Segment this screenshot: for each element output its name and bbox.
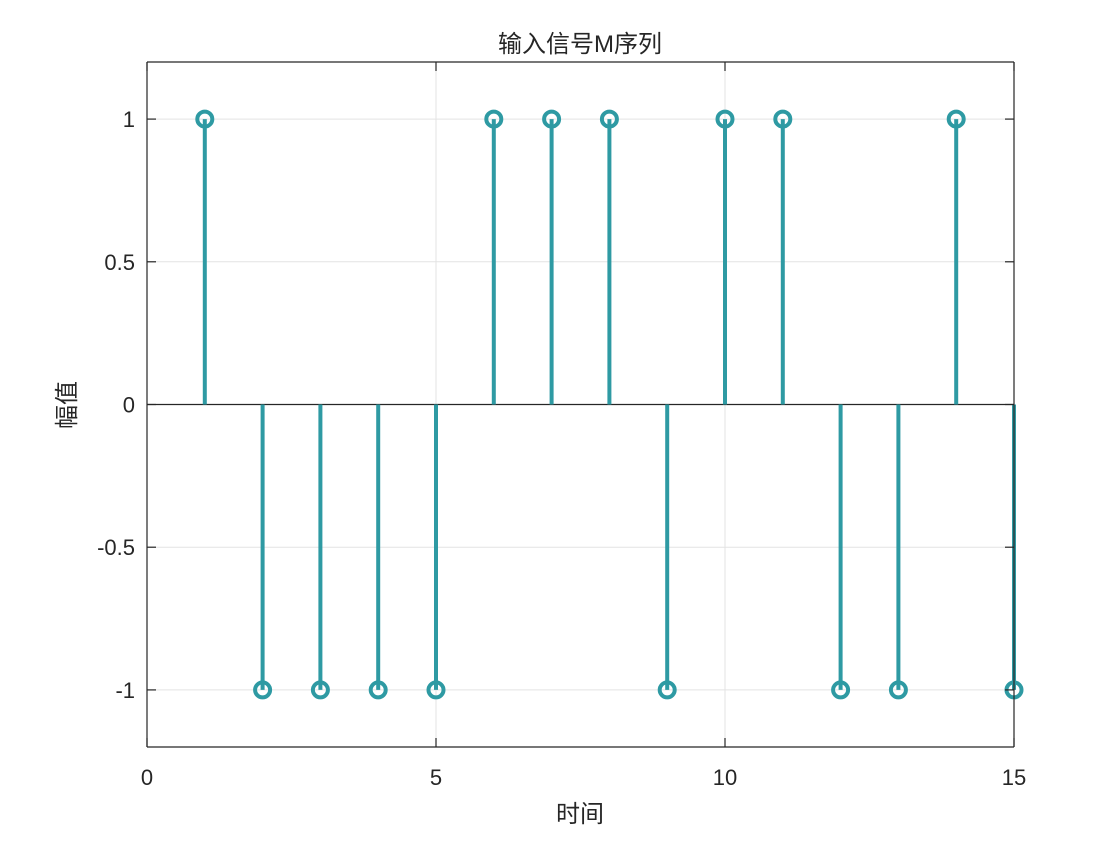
y-tick-label: 0.5 xyxy=(104,250,135,275)
y-tick-label: 0 xyxy=(123,393,135,418)
ticks-layer: 0 5 10 15 1 0.5 0 -0.5 -1 xyxy=(97,62,1026,790)
y-axis-title: 幅值 xyxy=(54,381,81,429)
stem-marker xyxy=(195,109,215,129)
stem-marker xyxy=(888,680,908,700)
stem-marker xyxy=(831,680,851,700)
y-tick-label: -1 xyxy=(115,678,135,703)
stem-marker xyxy=(253,680,273,700)
chart-title: 输入信号M序列 xyxy=(498,31,662,58)
stem-marker xyxy=(946,109,966,129)
x-tick-label: 0 xyxy=(141,765,153,790)
x-tick-label: 15 xyxy=(1002,765,1026,790)
stem-marker xyxy=(426,680,446,700)
stem-marker xyxy=(542,109,562,129)
y-tick-label: 1 xyxy=(123,107,135,132)
x-axis-title: 时间 xyxy=(556,801,604,828)
stem-marker xyxy=(368,680,388,700)
x-tick-label: 5 xyxy=(430,765,442,790)
stem-marker xyxy=(310,680,330,700)
stem-marker xyxy=(484,109,504,129)
stem-marker xyxy=(657,680,677,700)
stem-marker xyxy=(773,109,793,129)
y-tick-label: -0.5 xyxy=(97,535,135,560)
x-tick-label: 10 xyxy=(713,765,737,790)
stem-marker xyxy=(599,109,619,129)
stem-marker xyxy=(715,109,735,129)
